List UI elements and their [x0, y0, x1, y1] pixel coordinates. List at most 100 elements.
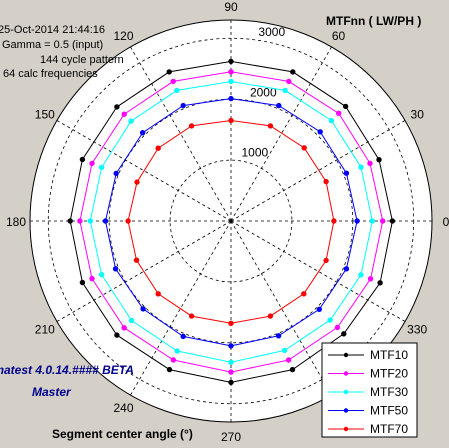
point-mtf50-67.5: [276, 102, 282, 109]
legend-label: MTF30: [370, 385, 408, 399]
point-mtf20-337.5: [367, 276, 374, 282]
point-mtf30-45: [328, 117, 335, 124]
legend-label: MTF20: [370, 367, 408, 381]
point-mtf70-0: [331, 218, 337, 224]
angle-tick-240: 240: [113, 401, 133, 415]
point-mtf10-202.5: [79, 279, 86, 286]
point-mtf30-337.5: [358, 272, 364, 278]
header-pattern: 144 cycle pattern: [40, 54, 124, 66]
angle-tick-180: 180: [6, 215, 26, 229]
point-mtf20-315: [334, 324, 341, 331]
point-mtf70-135: [155, 145, 161, 151]
point-mtf20-270: [228, 369, 234, 375]
point-mtf10-112.5: [166, 69, 172, 75]
point-mtf10-157.5: [79, 156, 86, 163]
point-mtf50-202.5: [112, 266, 119, 272]
legend-label: MTF10: [370, 348, 408, 362]
series-mtf30: [87, 78, 375, 365]
point-mtf50-337.5: [343, 266, 350, 272]
angle-tick-270: 270: [221, 430, 241, 443]
polar-grid: [30, 20, 432, 422]
point-mtf50-112.5: [180, 102, 186, 109]
angle-tick-60: 60: [332, 29, 346, 43]
point-mtf10-292.5: [289, 366, 296, 373]
point-mtf10-135: [114, 104, 120, 110]
angle-tick-90: 90: [224, 0, 238, 14]
point-mtf70-292.5: [267, 313, 274, 319]
point-mtf50-225: [140, 306, 146, 312]
point-mtf20-90: [228, 69, 234, 75]
point-mtf50-22.5: [343, 170, 350, 176]
point-mtf50-180: [102, 218, 109, 224]
legend-swatch-marker: [343, 352, 349, 358]
point-mtf70-157.5: [134, 179, 140, 185]
point-mtf70-180: [125, 218, 131, 224]
series-mtf20: [77, 69, 386, 375]
point-mtf20-247.5: [170, 357, 177, 363]
legend: MTF10 MTF20 MTF30 MTF50 MTF70: [321, 342, 418, 438]
legend-item-mtf70: MTF70: [328, 422, 408, 436]
point-mtf70-315: [301, 291, 307, 297]
point-mtf20-157.5: [89, 160, 95, 167]
header-datetime: 25-Oct-2014 21:44:16: [0, 24, 105, 36]
point-mtf30-292.5: [281, 347, 288, 354]
point-mtf70-270: [228, 320, 234, 326]
point-mtf70-90: [228, 117, 234, 124]
angle-tick-0: 0: [443, 215, 449, 229]
series-mtf70: [125, 117, 337, 326]
point-mtf50-135: [140, 130, 146, 136]
point-mtf10-225: [114, 332, 120, 338]
point-mtf10-45: [342, 103, 349, 110]
legend-item-mtf10: MTF10: [328, 348, 408, 362]
point-mtf30-0: [369, 218, 375, 224]
legend-swatch-marker: [343, 426, 349, 432]
angle-tick-30: 30: [411, 108, 425, 122]
point-mtf50-247.5: [180, 333, 186, 340]
point-mtf30-67.5: [282, 87, 288, 94]
legend-box: [321, 342, 418, 438]
point-mtf70-247.5: [188, 313, 195, 319]
legend-item-mtf20: MTF20: [328, 367, 408, 381]
header-gamma: Gamma = 0.5 (input): [2, 39, 103, 51]
point-mtf50-270: [228, 343, 234, 349]
point-mtf20-45: [336, 110, 342, 117]
point-mtf20-180: [77, 218, 83, 224]
point-mtf70-337.5: [323, 257, 329, 264]
point-mtf50-292.5: [275, 333, 282, 339]
point-mtf30-22.5: [358, 164, 364, 170]
point-mtf20-112.5: [170, 78, 176, 85]
point-mtf20-67.5: [286, 78, 292, 85]
point-mtf30-315: [327, 317, 333, 323]
header-calc: 64 calc frequencies: [3, 68, 98, 80]
point-mtf10-180: [67, 218, 73, 224]
point-mtf10-22.5: [376, 157, 382, 163]
point-mtf70-45: [301, 145, 307, 151]
point-mtf30-247.5: [174, 348, 180, 354]
legend-item-mtf50: MTF50: [328, 404, 408, 418]
point-mtf20-202.5: [89, 275, 95, 282]
app-name-line2: Master: [32, 385, 72, 399]
point-mtf20-292.5: [285, 357, 292, 363]
point-mtf70-112.5: [188, 123, 195, 129]
point-mtf30-270: [228, 359, 234, 365]
point-mtf50-315: [316, 306, 322, 312]
legend-swatch-marker: [343, 408, 349, 413]
series-mtf50: [102, 95, 360, 349]
series-mtf10: [67, 58, 396, 386]
point-mtf30-135: [128, 118, 134, 124]
point-mtf10-270: [228, 379, 234, 386]
angle-tick-150: 150: [35, 108, 55, 122]
radial-tick-1000: 1000: [241, 146, 268, 160]
legend-label: MTF50: [370, 404, 408, 418]
point-mtf10-247.5: [166, 366, 173, 373]
point-mtf20-225: [121, 325, 127, 331]
point-mtf30-112.5: [174, 87, 180, 94]
chart-title: MTFnn ( LW/PH ): [326, 14, 421, 28]
angle-tick-120: 120: [113, 29, 133, 43]
point-mtf30-157.5: [98, 164, 105, 171]
point-mtf10-67.5: [290, 69, 296, 75]
point-mtf10-90: [228, 58, 234, 65]
point-mtf10-337.5: [377, 280, 383, 286]
